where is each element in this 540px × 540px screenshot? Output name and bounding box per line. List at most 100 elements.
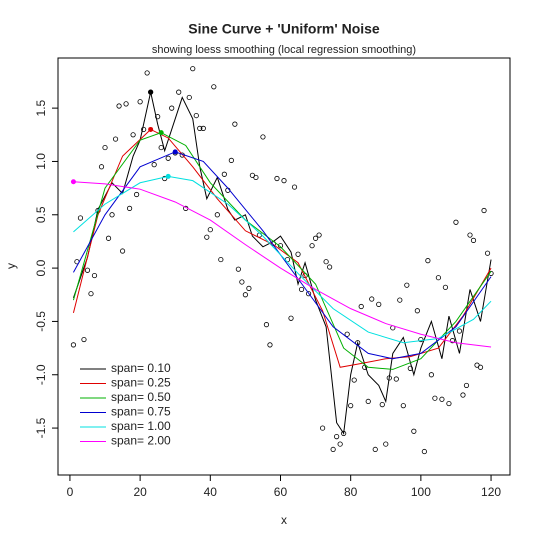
loess-line: [72, 132, 492, 370]
point: [305, 291, 312, 297]
point: [119, 248, 126, 254]
point: [288, 315, 294, 321]
point: [344, 331, 350, 337]
point: [393, 376, 399, 382]
peak-point: [165, 173, 171, 179]
point: [291, 184, 298, 190]
point: [316, 232, 322, 238]
point: [253, 174, 259, 181]
peak-point: [172, 149, 178, 155]
point: [397, 297, 403, 303]
point: [369, 296, 375, 302]
point: [358, 303, 364, 310]
point: [309, 243, 315, 249]
point: [274, 175, 280, 182]
point: [312, 235, 319, 241]
point: [463, 382, 470, 389]
point: [91, 272, 98, 279]
point: [200, 125, 206, 131]
y-tick-label: -0.5: [34, 311, 48, 332]
point: [137, 99, 143, 105]
point: [77, 215, 84, 221]
point: [70, 342, 77, 348]
point: [456, 328, 463, 334]
point: [165, 155, 171, 161]
point: [418, 336, 424, 343]
legend-label: span= 2.00: [111, 434, 171, 448]
point: [481, 207, 487, 214]
point: [186, 94, 192, 101]
point: [295, 251, 301, 257]
point: [404, 282, 410, 288]
point: [267, 342, 273, 348]
point: [365, 398, 371, 405]
y-tick-label: 1.0: [34, 153, 48, 170]
point: [484, 250, 491, 256]
legend-label: span= 0.10: [111, 361, 171, 375]
point: [105, 235, 112, 241]
point: [383, 441, 389, 447]
point: [446, 400, 452, 407]
x-tick-label: 80: [344, 485, 358, 499]
point: [112, 136, 119, 142]
point: [351, 377, 357, 383]
peak-point: [70, 179, 76, 185]
point: [144, 70, 150, 76]
plot-frame: [57, 57, 511, 476]
y-tick-label: -1.0: [34, 364, 48, 385]
point: [158, 144, 164, 151]
point: [260, 134, 266, 140]
point: [411, 428, 417, 434]
point: [435, 275, 442, 281]
point: [169, 105, 175, 111]
loess-line: [73, 175, 492, 344]
point: [376, 301, 382, 307]
point: [327, 264, 333, 270]
point: [102, 144, 108, 151]
point: [126, 205, 133, 211]
point: [116, 103, 122, 109]
point: [151, 162, 157, 168]
point: [334, 434, 340, 440]
point: [263, 322, 270, 328]
point: [421, 448, 427, 455]
x-tick-label: 0: [67, 485, 74, 499]
point: [330, 446, 336, 453]
point: [155, 114, 161, 120]
x-tick-label: 100: [411, 485, 431, 499]
x-tick-label: 20: [133, 485, 147, 499]
legend-label: span= 0.50: [111, 390, 171, 404]
point: [190, 66, 196, 72]
point: [211, 84, 217, 90]
point: [460, 392, 466, 398]
point: [453, 219, 459, 225]
point: [337, 441, 343, 447]
point: [432, 395, 438, 401]
y-tick-label: 0.0: [34, 259, 48, 276]
point: [414, 308, 420, 314]
x-tick-label: 40: [204, 485, 218, 499]
point: [207, 227, 213, 233]
point: [477, 364, 484, 370]
point: [232, 121, 238, 127]
y-tick-label: 1.5: [34, 99, 48, 116]
legend-label: span= 0.25: [111, 376, 171, 390]
point: [204, 234, 210, 240]
point: [442, 284, 449, 290]
point: [400, 403, 406, 409]
point: [239, 279, 245, 285]
x-tick-label: 60: [274, 485, 288, 499]
point: [246, 285, 252, 291]
point: [134, 191, 140, 198]
point: [449, 338, 456, 344]
point: [281, 178, 287, 184]
loess-line: [72, 128, 492, 368]
y-axis-label: y: [4, 263, 18, 269]
point: [197, 125, 203, 131]
point: [214, 212, 220, 218]
point: [221, 171, 227, 177]
point: [88, 291, 94, 297]
point: [123, 101, 129, 107]
x-axis-label: x: [281, 513, 287, 527]
